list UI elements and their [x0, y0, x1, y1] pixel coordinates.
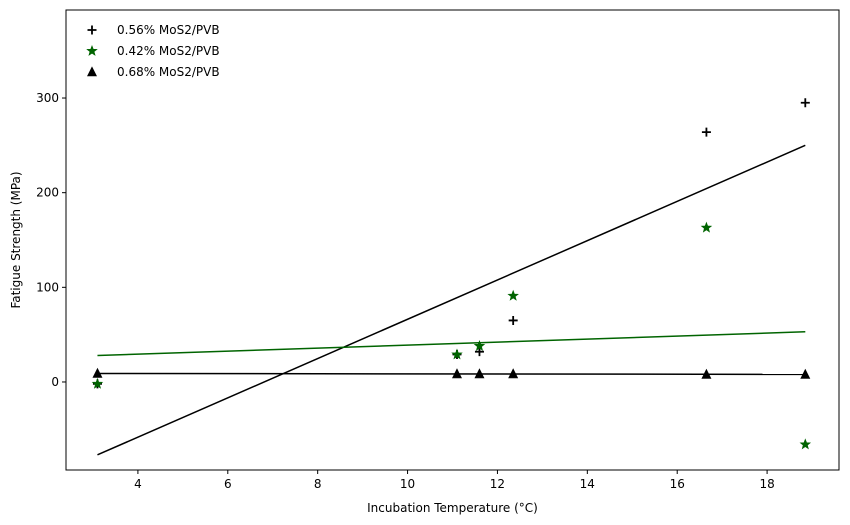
data-point-series-1: [474, 347, 484, 357]
y-tick-label: 200: [36, 186, 59, 200]
fit-lines: [97, 144, 806, 456]
fit-line-series-2: [97, 331, 806, 357]
legend-marker-1: [87, 25, 97, 35]
data-point-series-2: [507, 289, 519, 301]
legend-marker-2: [86, 44, 98, 56]
x-tick-label: 6: [224, 477, 232, 491]
legend-marker-3: [87, 66, 97, 77]
data-point-series-1: [508, 315, 518, 325]
x-tick-label: 14: [580, 477, 595, 491]
data-point-series-3: [800, 368, 811, 379]
legend-label-3: 0.68% MoS2/PVB: [117, 65, 220, 79]
fit-line-series-1: [97, 144, 806, 456]
legend: 0.56% MoS2/PVB 0.42% MoS2/PVB 0.68% MoS2/P…: [86, 23, 220, 79]
y-tick-label: 100: [36, 280, 59, 294]
data-point-series-1: [701, 127, 711, 137]
data-point-series-2: [799, 438, 812, 450]
plot-frame: [65, 9, 840, 471]
data-point-series-1: [800, 98, 810, 108]
x-tick-label: 8: [314, 477, 322, 491]
x-tick-label: 12: [490, 477, 505, 491]
x-tick-label: 18: [759, 477, 774, 491]
data-point-series-2: [451, 348, 463, 360]
x-tick-label: 10: [400, 477, 415, 491]
y-tick-label: 300: [36, 91, 59, 105]
data-point-series-3: [701, 368, 712, 379]
x-tick-label: 4: [134, 477, 142, 491]
data-point-series-3: [508, 368, 519, 379]
x-tick-label: 16: [670, 477, 685, 491]
legend-label-1: 0.56% MoS2/PVB: [117, 23, 220, 37]
data-point-series-3: [452, 368, 462, 379]
data-point-series-3: [92, 367, 103, 378]
data-point-series-2: [700, 221, 713, 233]
y-axis-label: Fatigue Strength (MPa): [9, 171, 23, 308]
x-axis-label: Incubation Temperature (°C): [367, 501, 538, 515]
legend-label-2: 0.42% MoS2/PVB: [117, 44, 220, 58]
fit-line-series-3: [97, 372, 806, 376]
data-point-series-2: [473, 339, 486, 351]
x-axis-ticks: 4 6 8 10 12 14 16 18: [134, 470, 775, 491]
y-tick-label: 0: [51, 375, 59, 389]
data-point-series-3: [474, 368, 485, 379]
data-point-series-2: [91, 377, 104, 389]
data-points: [91, 98, 812, 450]
y-axis-ticks: 0 100 200 300: [36, 91, 66, 389]
